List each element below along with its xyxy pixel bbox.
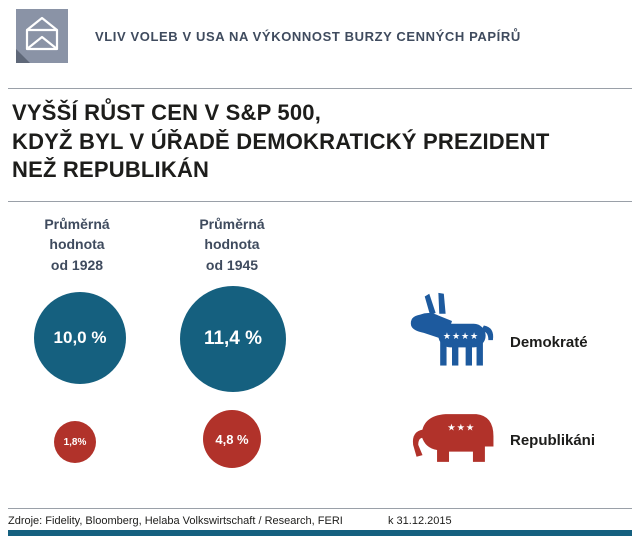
democratic-donkey-icon: ★★★★	[402, 286, 502, 376]
bubble-dem-1945: 11,4 %	[180, 286, 286, 392]
bubble-value: 10,0 %	[53, 328, 107, 347]
bottom-accent-bar	[8, 530, 632, 536]
bubble-dem-1928: 10,0 %	[34, 292, 126, 384]
ballot-envelope-icon	[16, 9, 68, 63]
bubble-value: 11,4 %	[203, 328, 263, 349]
donkey-stars: ★★★★	[443, 332, 479, 342]
column-header-line: hodnota	[49, 236, 105, 253]
legend-republicans: Republikáni	[510, 432, 596, 449]
header: VLIV VOLEB V USA NA VÝKONNOST BURZY CENN…	[16, 9, 521, 63]
bubble-rep-1928: 1,8%	[54, 421, 96, 463]
elephant-icon: ★★★	[412, 414, 494, 462]
bubble-value: 4,8 %	[215, 431, 249, 447]
page-title: VYŠŠÍ RŮST CEN V S&P 500, KDYŽ BYL V ÚŘA…	[12, 99, 549, 185]
column-header-1945: Průměrná hodnota od 1945	[170, 214, 294, 275]
as-of-date: k 31.12.2015	[388, 515, 452, 527]
column-header-line: Průměrná	[199, 216, 265, 232]
page-title-line3: NEŽ REPUBLIKÁN	[12, 157, 210, 183]
separator-footer	[8, 508, 632, 509]
legend-democrats: Demokraté	[510, 334, 588, 351]
report-header-title: VLIV VOLEB V USA NA VÝKONNOST BURZY CENN…	[95, 28, 521, 44]
column-header-line: od 1928	[50, 256, 104, 273]
bubble-chart: Průměrná hodnota od 1928 Průměrná hodnot…	[0, 210, 640, 508]
page-title-line2: KDYŽ BYL V ÚŘADĚ DEMOKRATICKÝ PREZIDENT	[12, 128, 550, 154]
separator-title	[8, 201, 632, 202]
bubble-value: 1,8%	[63, 436, 87, 448]
elephant-stars: ★★★	[447, 422, 475, 433]
donkey-icon: ★★★★	[410, 292, 494, 366]
column-header-1928: Průměrná hodnota od 1928	[18, 214, 136, 275]
republican-elephant-icon: ★★★	[408, 400, 502, 476]
envelope-icon	[16, 16, 59, 63]
sources-text: Zdroje: Fidelity, Bloomberg, Helaba Volk…	[8, 515, 343, 527]
column-header-line: Průměrná	[44, 216, 110, 232]
page-title-line1: VYŠŠÍ RŮST CEN V S&P 500,	[12, 100, 322, 125]
bubble-rep-1945: 4,8 %	[203, 410, 261, 468]
column-header-line: hodnota	[204, 236, 260, 253]
column-header-line: od 1945	[205, 256, 259, 273]
separator-top	[8, 88, 632, 89]
